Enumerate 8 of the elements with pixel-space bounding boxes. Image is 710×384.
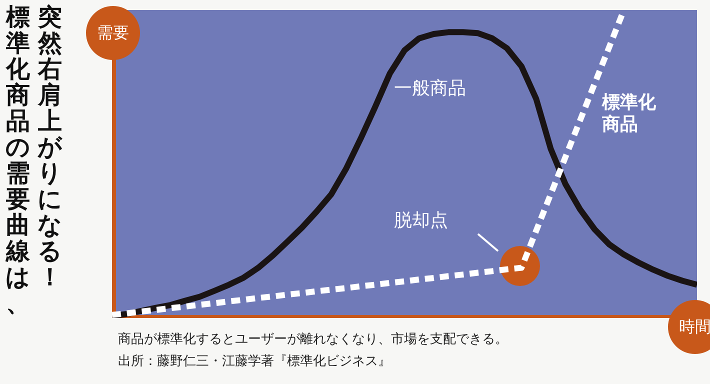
annotation: 脱却点 [394, 209, 448, 232]
text: 出所：藤野仁三・江藤学著『標準化ビジネス』 [118, 353, 391, 370]
chart-title: 標準化商品の需要曲線は、突然右肩上がりになる！ [6, 3, 62, 317]
series-label: 一般商品 [394, 77, 466, 100]
text: 商品が標準化するとユーザーが離れなくなり、市場を支配できる。 [118, 331, 508, 348]
x-axis-title: 時間 [668, 300, 710, 354]
series-label: 標準化商品 [602, 92, 657, 136]
y-axis-title: 需要 [86, 6, 140, 60]
